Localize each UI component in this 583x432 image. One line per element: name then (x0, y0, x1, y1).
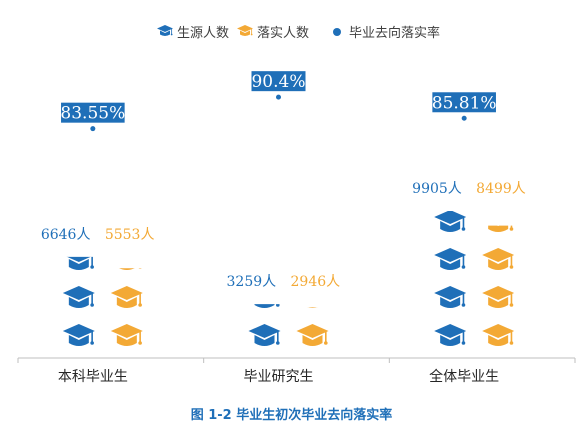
pictograph-partial-cap (482, 225, 515, 232)
figure-caption: 图 1-2 毕业生初次毕业去向落实率 (190, 408, 393, 423)
pictograph-cap-icon (296, 324, 329, 346)
pictograph-cap-icon (248, 324, 281, 346)
pictograph-cap-icon (482, 324, 515, 346)
rate-label-bg (61, 102, 125, 123)
count-label-placed: 5553人 (105, 227, 155, 243)
legend-dot-icon (333, 28, 341, 36)
rate-label-text: 83.55% (60, 104, 125, 124)
pictograph-partial-cap (62, 256, 95, 270)
legend-label: 生源人数 (177, 26, 229, 41)
rate-label-bg (432, 92, 496, 113)
rate-label-text: 85.81% (432, 93, 497, 113)
pictograph-cap-icon (482, 248, 515, 270)
pictograph-cap-icon (434, 324, 467, 346)
legend-cap-icon (237, 25, 253, 36)
count-label-placed: 2946人 (291, 274, 341, 290)
pictograph-cap-icon (110, 268, 143, 270)
pictograph-cap-icon (110, 324, 143, 346)
x-axis-category-label: 本科毕业生 (58, 369, 128, 385)
pictograph-cap-icon (434, 210, 467, 232)
count-label-source: 9905人 (412, 181, 462, 197)
rate-label-text: 90.4% (251, 72, 305, 92)
rate-label-bg (251, 71, 306, 92)
pictograph-cap-icon (110, 286, 143, 308)
pictograph-cap-icon (482, 286, 515, 308)
rate-label: 85.81% (432, 92, 497, 113)
legend-label: 毕业去向落实率 (349, 25, 440, 41)
rate-marker (90, 126, 96, 132)
x-axis-category-label: 毕业研究生 (244, 369, 314, 385)
rate-label: 90.4% (251, 71, 306, 92)
x-axis-category-label: 全体毕业生 (429, 368, 499, 385)
count-label-source: 6646人 (41, 227, 91, 243)
pictograph-partial-cap (110, 268, 143, 270)
pictograph-cap-icon (482, 225, 515, 232)
rate-marker (461, 115, 467, 121)
pictograph-cap-icon (62, 256, 95, 270)
pictograph-cap-icon (62, 286, 95, 308)
rate-label: 83.55% (60, 102, 125, 124)
pictograph-cap-icon (62, 324, 95, 346)
count-label-source: 3259人 (227, 274, 277, 290)
legend-label: 落实人数 (257, 26, 309, 41)
rate-marker (276, 94, 281, 100)
pictograph-cap-icon (434, 248, 467, 270)
legend-cap-icon (157, 25, 173, 36)
count-label-placed: 8499人 (476, 181, 526, 197)
pictograph-partial-cap (434, 210, 467, 232)
pictograph-cap-icon (434, 286, 467, 308)
